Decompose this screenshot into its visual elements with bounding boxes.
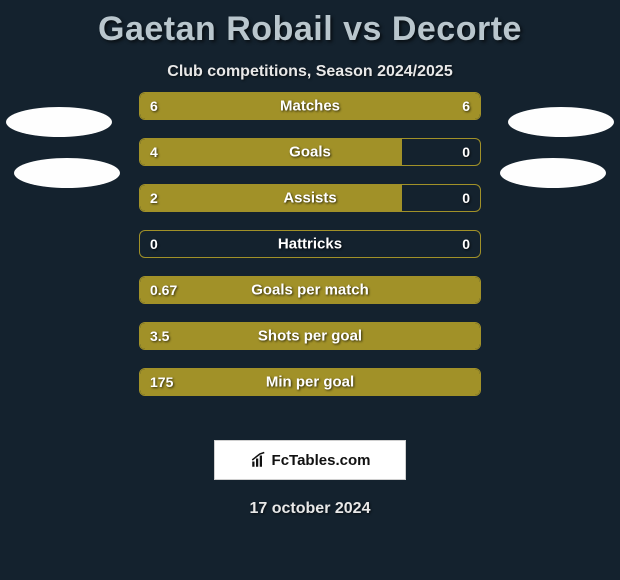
stat-row: 3.5Shots per goal <box>139 322 481 350</box>
bar-rows-container: 66Matches40Goals20Assists00Hattricks0.67… <box>139 92 481 414</box>
stat-row: 0.67Goals per match <box>139 276 481 304</box>
stat-value-left: 3.5 <box>150 328 169 344</box>
brand-badge: FcTables.com <box>214 440 406 480</box>
stat-value-right: 0 <box>462 236 470 252</box>
stat-value-left: 175 <box>150 374 173 390</box>
brand-chart-icon <box>250 451 268 469</box>
stat-value-right: 0 <box>462 190 470 206</box>
player-left-ellipse-2 <box>14 158 120 188</box>
subtitle: Club competitions, Season 2024/2025 <box>0 63 620 81</box>
stat-row: 66Matches <box>139 92 481 120</box>
bar-fill-left <box>140 139 402 165</box>
bar-fill <box>140 277 480 303</box>
stat-row: 0 0Hattricks <box>139 230 481 258</box>
bar-fill-left <box>140 93 310 119</box>
player-left-ellipse-1 <box>6 107 112 137</box>
brand-text: FcTables.com <box>272 452 371 469</box>
stat-value-right: 6 <box>462 98 470 114</box>
page-title: Gaetan Robail vs Decorte <box>0 0 620 49</box>
stat-row: 175Min per goal <box>139 368 481 396</box>
stat-row: 20Assists <box>139 184 481 212</box>
player-right-ellipse-1 <box>508 107 614 137</box>
stat-value-left: 6 <box>150 98 158 114</box>
date-text: 17 october 2024 <box>0 500 620 518</box>
stat-value-left: 0.67 <box>150 282 177 298</box>
bar-fill <box>140 323 480 349</box>
stat-label: Hattricks <box>140 236 480 253</box>
stat-value-right: 0 <box>462 144 470 160</box>
bar-fill <box>140 369 480 395</box>
stat-value-left: 4 <box>150 144 158 160</box>
stat-row: 40Goals <box>139 138 481 166</box>
player-right-ellipse-2 <box>500 158 606 188</box>
bar-fill-right <box>310 93 480 119</box>
bar-fill-left <box>140 185 402 211</box>
stat-value-left: 2 <box>150 190 158 206</box>
stat-value-left: 0 <box>150 236 158 252</box>
